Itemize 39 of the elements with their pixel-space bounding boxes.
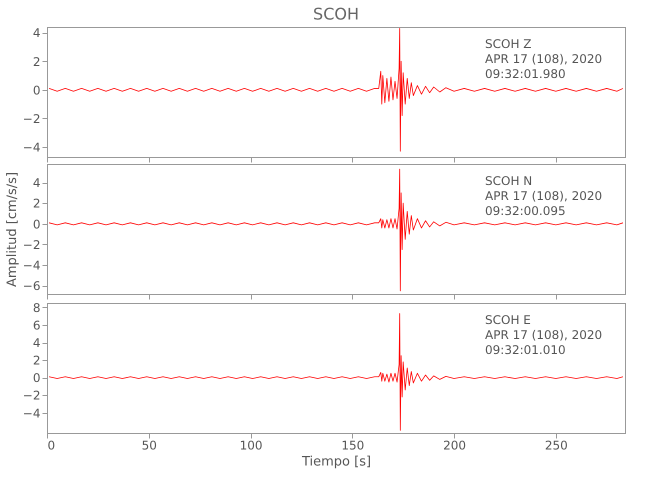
y-tick-label: 2 (32, 54, 40, 69)
annotation: APR 17 (108), 2020 (485, 189, 602, 203)
annotation: APR 17 (108), 2020 (485, 52, 602, 66)
y-tick-label: −4 (22, 140, 40, 154)
y-tick-label: 2 (32, 196, 40, 211)
y-tick-label: −6 (22, 279, 40, 294)
annotation: SCOH E (485, 313, 531, 327)
line-series (48, 168, 624, 292)
annotation: SCOH Z (485, 37, 532, 51)
x-tick-label: 100 (240, 438, 262, 452)
x-tick-label: 200 (443, 438, 466, 452)
y-tick-label: −2 (22, 388, 40, 403)
annotation: APR 17 (108), 2020 (485, 328, 602, 342)
y-tick-label: 6 (32, 318, 40, 332)
chart-title: SCOH (313, 4, 359, 24)
y-tick-label: 0 (32, 83, 40, 98)
annotation: 09:32:01.010 (485, 343, 566, 357)
annotation: 09:32:00.095 (485, 204, 566, 218)
y-tick-label: 4 (32, 176, 40, 190)
y-tick-label: −4 (22, 258, 40, 273)
y-tick-label: 0 (32, 371, 40, 386)
y-axis-title: Amplitud [cm/s/s] (4, 172, 20, 288)
line-series (48, 28, 624, 152)
y-tick-label: 4 (32, 26, 40, 40)
x-tick-label: 0 (48, 438, 56, 452)
line-series (48, 313, 624, 431)
annotation: 09:32:01.980 (485, 67, 566, 81)
y-tick-label: −4 (22, 406, 40, 420)
annotation: SCOH N (485, 174, 532, 188)
x-axis-title: Tiempo [s] (300, 454, 372, 470)
y-tick-label: 8 (32, 300, 40, 315)
y-tick-label: 4 (32, 336, 40, 350)
x-tick-label: 50 (142, 438, 157, 452)
x-tick-label: 150 (341, 438, 364, 452)
y-tick-label: 2 (32, 354, 40, 368)
y-tick-label: −2 (22, 112, 40, 126)
y-tick-label: −2 (22, 238, 40, 252)
y-tick-label: 0 (32, 217, 40, 232)
x-tick-label: 250 (544, 438, 568, 452)
